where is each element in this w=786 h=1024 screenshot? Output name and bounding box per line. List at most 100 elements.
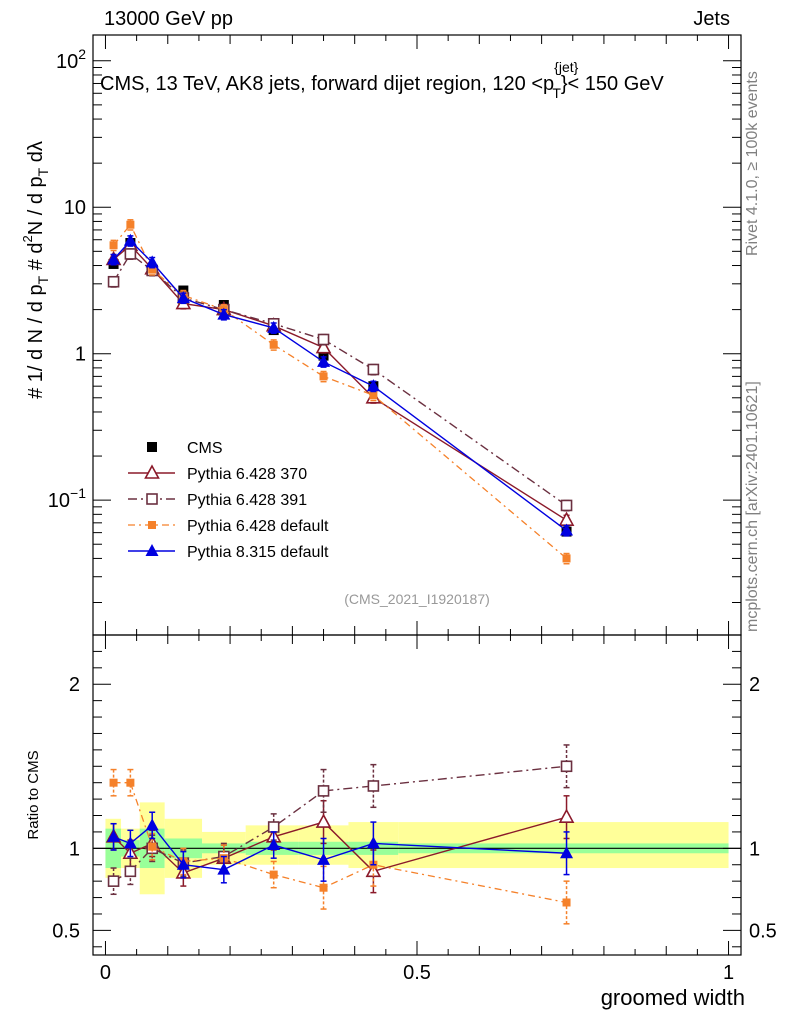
ratio-point-pythia-8-315-default (145, 818, 159, 831)
ratio-y-tick-label-right: 1 (749, 838, 760, 860)
ratio-point-pythia-6-428-default (109, 778, 118, 787)
title-tail: }< 150 GeV (561, 73, 665, 95)
point-pythia-8-315-default (366, 379, 380, 392)
ratio-point-pythia-6-428-default (148, 842, 157, 851)
point-pythia-6-428-370 (558, 511, 575, 526)
point-pythia-8-315-default (217, 307, 231, 320)
ratio-y-tick-label-left: 2 (69, 674, 80, 696)
ratio-point-pythia-6-428-default (269, 870, 278, 879)
legend-label-pythia-8-315-default: Pythia 8.315 default (187, 544, 329, 561)
mcplots-reference-label: mcplots.cern.ch [arXiv:2401.10621] (744, 381, 761, 632)
ratio-point-pythia-6-428-default (562, 898, 571, 907)
ratio-y-tick-label-right: 0.5 (749, 920, 777, 942)
rivet-version-label: Rivet 4.1.0, ≥ 100k events (744, 71, 761, 256)
point-pythia-6-428-391 (560, 499, 573, 512)
ylabel-sub-2: T (35, 167, 51, 176)
y-tick-exponent: −1 (70, 485, 86, 501)
ratio-point-pythia-8-315-default (560, 846, 574, 859)
x-tick-label: 0.5 (403, 962, 431, 984)
legend-label-pythia-6-428-370: Pythia 6.428 370 (187, 466, 307, 483)
ratio-plot: Ratio to CMS groomed width (25, 744, 745, 1010)
category-label: Jets (693, 8, 730, 30)
ratio-y-tick-label-left: 1 (69, 838, 80, 860)
legend-marker-cms (147, 442, 157, 452)
point-pythia-8-315-default (176, 291, 190, 304)
main-plot: (CMS_2021_I1920187) CMS, 13 TeV, AK8 jets… (20, 59, 664, 607)
x-tick-label: 1 (723, 962, 734, 984)
analysis-id-label: (CMS_2021_I1920187) (344, 591, 490, 607)
ratio-point-pythia-6-428-391 (124, 865, 137, 878)
ylabel-part-1: # 1/ d N / d p (25, 284, 47, 399)
y-tick-label: 102 (56, 46, 86, 73)
legend-marker-pythia-6-428-370 (144, 464, 160, 479)
legend-label-cms: CMS (187, 440, 223, 457)
ratio-point-pythia-6-428-370 (315, 813, 332, 828)
ratio-point-pythia-6-428-370 (558, 808, 575, 823)
point-pythia-8-315-default (123, 233, 137, 246)
point-pythia-6-428-default (269, 340, 278, 349)
ratio-data-area (93, 744, 741, 925)
ratio-y-axis-label: Ratio to CMS (25, 750, 42, 839)
y-axis-label: # 1/ d N / d pT # d2N / d pT dλ (20, 141, 51, 399)
y-tick-base: 10 (56, 51, 78, 73)
ratio-point-pythia-8-315-default (267, 838, 281, 851)
legend: CMS Pythia 6.428 370 Pythia 6.428 391 Pythi… (128, 440, 329, 561)
series-line-pythia-6-428-391 (112, 252, 567, 507)
series-line-pythia-8-315-default (113, 239, 567, 532)
ratio-line-pythia-6-428-391 (113, 765, 567, 882)
point-pythia-6-428-default (319, 372, 328, 381)
ratio-point-pythia-6-428-default (319, 883, 328, 892)
y-tick-label: 10 (64, 197, 86, 219)
title-superscript: {jet} (554, 59, 578, 75)
point-pythia-8-315-default (560, 523, 574, 536)
chart-title: CMS, 13 TeV, AK8 jets, forward dijet reg… (100, 59, 664, 101)
legend-label-pythia-6-428-default: Pythia 6.428 default (187, 518, 329, 535)
point-pythia-6-428-default (148, 265, 157, 274)
legend-marker-pythia-6-428-default (148, 521, 156, 529)
y-tick-label: 1 (75, 344, 86, 366)
ratio-point-pythia-8-315-default (176, 857, 190, 870)
ylabel-sub-1: T (35, 275, 51, 284)
ylabel-part-2: # d (25, 242, 47, 275)
ylabel-part-3: N / d p (25, 176, 47, 235)
ratio-point-pythia-8-315-default (217, 862, 231, 875)
point-pythia-6-428-default (369, 391, 378, 400)
legend-label-pythia-6-428-391: Pythia 6.428 391 (187, 492, 307, 509)
ratio-point-pythia-6-428-default (126, 778, 135, 787)
ratio-point-pythia-6-428-391 (267, 821, 280, 833)
point-pythia-6-428-391 (317, 333, 330, 346)
ratio-y-tick-label-left: 0.5 (52, 920, 80, 942)
point-pythia-6-428-default (126, 220, 135, 229)
point-pythia-6-428-default (562, 554, 571, 563)
ylabel-part-4: dλ (25, 141, 47, 168)
point-pythia-8-315-default (267, 320, 281, 333)
point-pythia-6-428-391 (124, 248, 137, 260)
point-pythia-6-428-default (109, 241, 118, 250)
legend-marker-pythia-8-315-default (145, 544, 159, 556)
title-main-text: CMS, 13 TeV, AK8 jets, forward dijet reg… (100, 73, 554, 95)
title-subscript: T (552, 85, 561, 101)
ratio-y-tick-label-right: 2 (749, 674, 760, 696)
x-axis-label: groomed width (601, 985, 745, 1010)
point-pythia-6-428-391 (107, 275, 120, 288)
ratio-point-pythia-8-315-default (107, 829, 121, 842)
point-pythia-8-315-default (317, 354, 331, 367)
energy-label: 13000 GeV pp (104, 8, 233, 30)
ratio-point-pythia-8-315-default (317, 852, 331, 865)
legend-marker-pythia-6-428-391 (146, 493, 158, 505)
ratio-point-pythia-8-315-default (366, 836, 380, 849)
ylabel-sup: 2 (20, 235, 35, 242)
ratio-point-pythia-6-428-391 (560, 760, 573, 773)
series-line-pythia-6-428-default (113, 223, 567, 559)
point-pythia-6-428-391 (367, 363, 380, 376)
ratio-point-pythia-6-428-391 (107, 875, 120, 887)
y-tick-label: 10−1 (48, 485, 86, 512)
y-tick-base: 10 (48, 490, 70, 512)
point-pythia-6-428-370 (315, 338, 332, 354)
ratio-point-pythia-6-428-391 (367, 780, 380, 792)
ratio-point-pythia-8-315-default (123, 836, 137, 849)
x-tick-label: 0 (100, 962, 111, 984)
point-pythia-8-315-default (107, 252, 121, 265)
